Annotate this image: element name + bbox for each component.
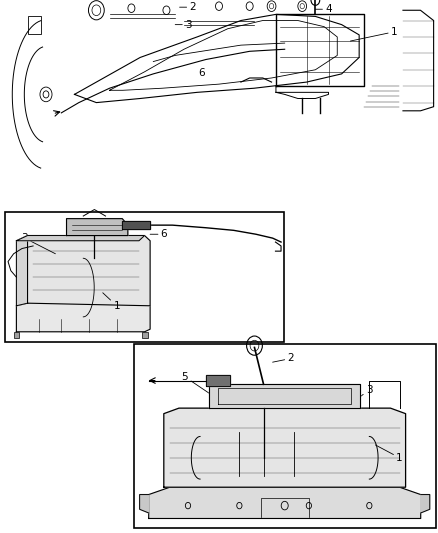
Text: 6: 6 — [198, 68, 205, 78]
Text: 1: 1 — [350, 27, 398, 41]
Text: 1: 1 — [103, 293, 120, 311]
Polygon shape — [206, 375, 230, 386]
Bar — [14, 332, 19, 338]
Text: 3: 3 — [21, 233, 55, 254]
Polygon shape — [148, 487, 420, 519]
Text: 1: 1 — [375, 445, 403, 463]
Polygon shape — [209, 384, 360, 408]
Polygon shape — [140, 495, 148, 513]
Polygon shape — [164, 408, 406, 487]
Polygon shape — [16, 236, 145, 241]
Bar — [134, 344, 436, 528]
Text: 4: 4 — [315, 4, 332, 14]
Text: 3: 3 — [345, 385, 373, 408]
Text: 5: 5 — [182, 372, 212, 395]
Bar — [142, 332, 148, 338]
Text: 3: 3 — [175, 20, 192, 30]
Polygon shape — [16, 236, 28, 306]
Polygon shape — [420, 495, 430, 513]
Text: 2: 2 — [180, 2, 196, 12]
Polygon shape — [67, 219, 128, 236]
Bar — [28, 15, 41, 34]
Polygon shape — [122, 221, 150, 229]
Polygon shape — [16, 303, 150, 332]
Polygon shape — [28, 236, 150, 306]
Text: 2: 2 — [272, 353, 294, 364]
Text: 6: 6 — [150, 229, 167, 239]
Bar — [5, 212, 284, 342]
